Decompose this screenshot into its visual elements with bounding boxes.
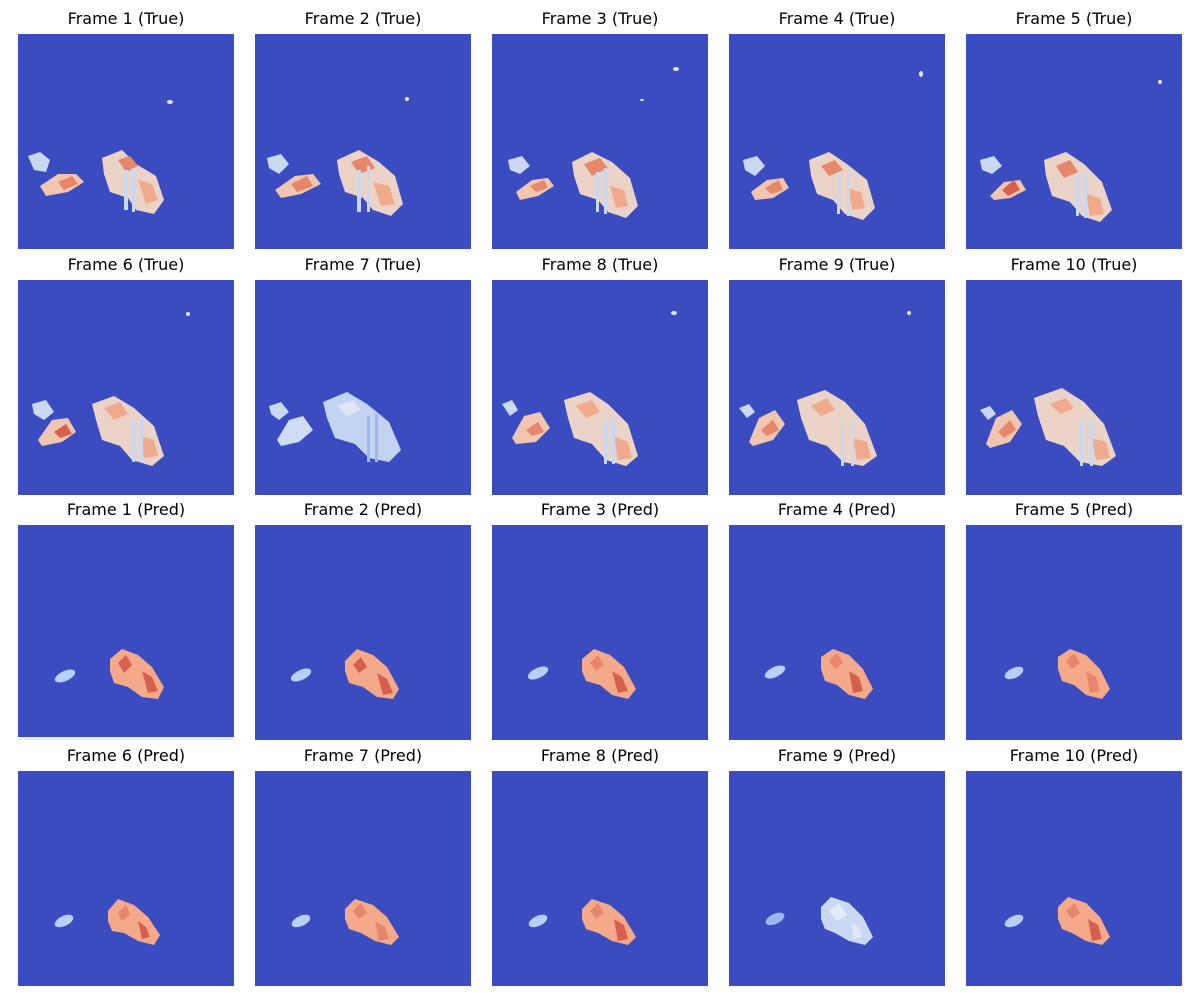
panel-title: Frame 10 (Pred)	[966, 744, 1182, 768]
panel-title: Frame 2 (Pred)	[255, 498, 471, 522]
panel-title: Frame 5 (True)	[966, 7, 1182, 31]
panel-title: Frame 1 (Pred)	[18, 498, 234, 522]
panel-title: Frame 5 (Pred)	[966, 498, 1182, 522]
panel-title: Frame 4 (True)	[729, 7, 945, 31]
panel-title: Frame 1 (True)	[18, 7, 234, 31]
panel-title: Frame 3 (Pred)	[492, 498, 708, 522]
panel-title: Frame 8 (Pred)	[492, 744, 708, 768]
radar-heatmap-image	[255, 34, 471, 249]
panel-title: Frame 8 (True)	[492, 253, 708, 277]
panel-title: Frame 9 (True)	[729, 253, 945, 277]
radar-heatmap-image	[729, 280, 945, 495]
panel-title: Frame 7 (True)	[255, 253, 471, 277]
radar-heatmap-image	[492, 280, 708, 495]
radar-heatmap-image	[966, 771, 1182, 986]
radar-heatmap-image	[966, 280, 1182, 495]
radar-heatmap-image	[729, 525, 945, 740]
radar-heatmap-image	[18, 280, 234, 495]
radar-heatmap-image	[729, 771, 945, 986]
panel-title: Frame 4 (Pred)	[729, 498, 945, 522]
radar-heatmap-image	[966, 525, 1182, 740]
panel-title: Frame 10 (True)	[966, 253, 1182, 277]
radar-heatmap-image	[18, 525, 234, 740]
panel-title: Frame 7 (Pred)	[255, 744, 471, 768]
radar-heatmap-image	[729, 34, 945, 249]
radar-heatmap-image	[18, 771, 234, 986]
radar-heatmap-image	[255, 771, 471, 986]
panel-title: Frame 3 (True)	[492, 7, 708, 31]
panel-title: Frame 9 (Pred)	[729, 744, 945, 768]
radar-heatmap-image	[255, 280, 471, 495]
panel-title: Frame 6 (True)	[18, 253, 234, 277]
radar-heatmap-image	[492, 771, 708, 986]
radar-heatmap-image	[966, 34, 1182, 249]
panel-title: Frame 2 (True)	[255, 7, 471, 31]
radar-heatmap-image	[18, 34, 234, 249]
radar-heatmap-image	[255, 525, 471, 740]
panel-title: Frame 6 (Pred)	[18, 744, 234, 768]
radar-heatmap-image	[492, 525, 708, 740]
radar-heatmap-image	[492, 34, 708, 249]
